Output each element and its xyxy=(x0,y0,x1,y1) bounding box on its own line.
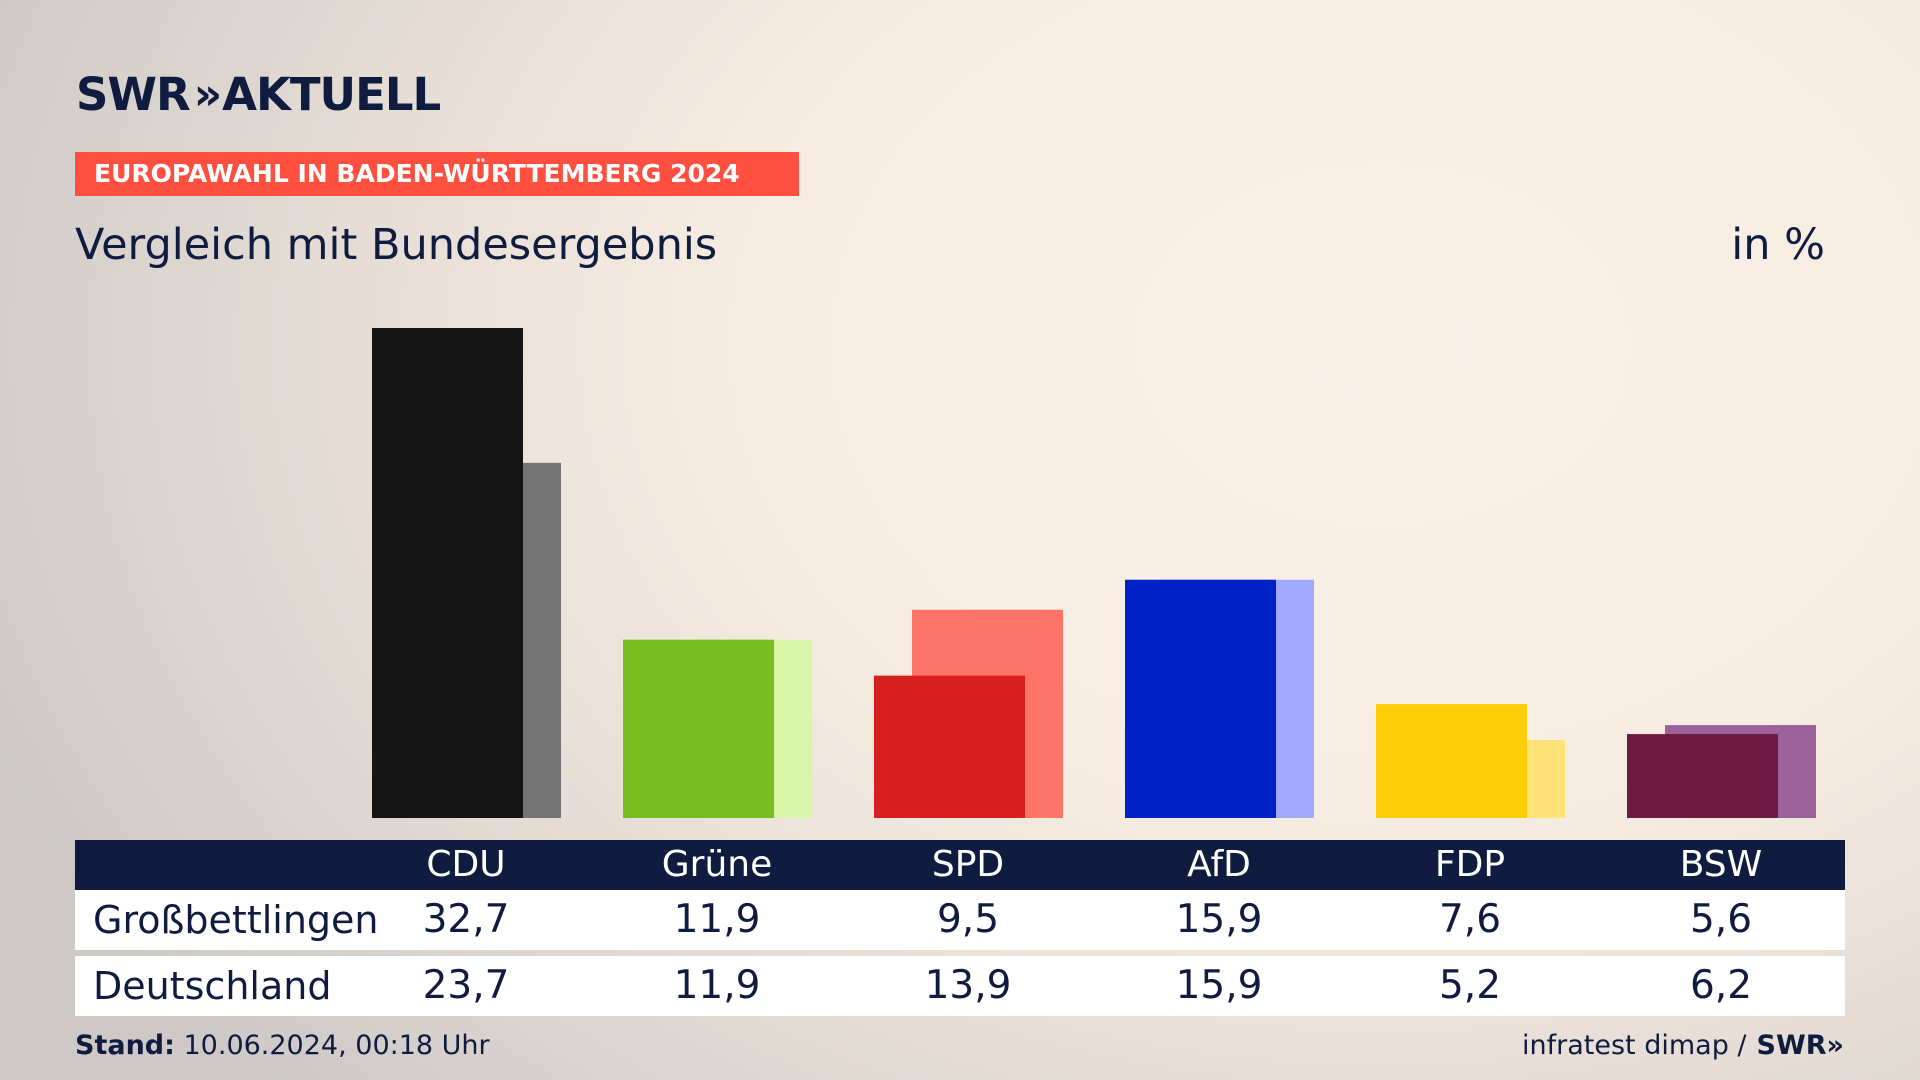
swr-aktuell-logo: SWR » AKTUELL xyxy=(76,67,441,121)
stand-label: Stand: xyxy=(75,1030,175,1061)
swr-mini-logo: SWR» xyxy=(1756,1030,1844,1061)
value-cell-afd: 15,9 xyxy=(1175,963,1263,1008)
bar-grossbettlingen-spd xyxy=(874,675,1025,818)
logo-product-text: AKTUELL xyxy=(222,67,441,121)
bar-grossbettlingen-afd xyxy=(1125,579,1276,818)
column-header-afd: AfD xyxy=(1187,844,1251,885)
bar-grossbettlingen-cdu xyxy=(372,328,523,818)
chart-subtitle: Vergleich mit Bundesergebnis xyxy=(75,220,718,270)
timestamp: Stand: 10.06.2024, 00:18 Uhr xyxy=(75,1030,490,1061)
logo-chevron-icon: » xyxy=(193,68,223,120)
bar-grossbettlingen-grüne xyxy=(623,639,774,818)
bar-deutschland-fdp xyxy=(1414,740,1565,818)
value-cell-spd: 9,5 xyxy=(936,897,1000,942)
value-cell-cdu: 23,7 xyxy=(422,963,510,1008)
bar-deutschland-grüne xyxy=(661,639,812,818)
column-header-cdu: CDU xyxy=(426,844,506,885)
value-cell-fdp: 7,6 xyxy=(1438,897,1502,942)
table-header-row: CDU Grüne SPD AfD FDP BSW xyxy=(75,840,1845,890)
source-text: infratest dimap / xyxy=(1522,1030,1747,1061)
results-table: CDU Grüne SPD AfD FDP BSW Großbettlingen 32,7… xyxy=(75,840,1845,1016)
column-header-fdp: FDP xyxy=(1434,844,1506,885)
row-label: Großbettlingen xyxy=(93,898,379,942)
value-cell-grüne: 11,9 xyxy=(673,897,761,942)
bar-deutschland-afd xyxy=(1163,579,1314,818)
bar-grossbettlingen-bsw xyxy=(1627,734,1778,818)
table-row: Großbettlingen 32,7 11,9 9,5 15,9 7,6 5,6 xyxy=(75,890,1845,950)
value-cell-fdp: 5,2 xyxy=(1438,963,1502,1008)
election-banner: EUROPAWAHL IN BADEN-WÜRTTEMBERG 2024 xyxy=(75,152,799,196)
logo-swr-text: SWR xyxy=(76,67,191,121)
bar-deutschland-spd xyxy=(912,609,1063,818)
column-header-bsw: BSW xyxy=(1679,844,1763,885)
value-cell-cdu: 32,7 xyxy=(422,897,510,942)
bar-deutschland-bsw xyxy=(1665,725,1816,818)
row-label: Deutschland xyxy=(93,964,332,1008)
value-cell-grüne: 11,9 xyxy=(673,963,761,1008)
bar-grossbettlingen-fdp xyxy=(1376,704,1527,818)
value-cell-afd: 15,9 xyxy=(1175,897,1263,942)
unit-label: in % xyxy=(1731,220,1825,270)
stand-value: 10.06.2024, 00:18 Uhr xyxy=(174,1030,490,1061)
value-cell-spd: 13,9 xyxy=(924,963,1012,1008)
bar-deutschland-cdu xyxy=(410,462,561,818)
value-cell-bsw: 6,2 xyxy=(1689,963,1753,1008)
column-header-spd: SPD xyxy=(931,844,1005,885)
value-cell-bsw: 5,6 xyxy=(1689,897,1753,942)
table-row: Deutschland 23,7 11,9 13,9 15,9 5,2 6,2 xyxy=(75,956,1845,1016)
source-credit: infratest dimap / SWR» xyxy=(1522,1030,1844,1061)
column-header-grüne: Grüne xyxy=(661,844,773,885)
